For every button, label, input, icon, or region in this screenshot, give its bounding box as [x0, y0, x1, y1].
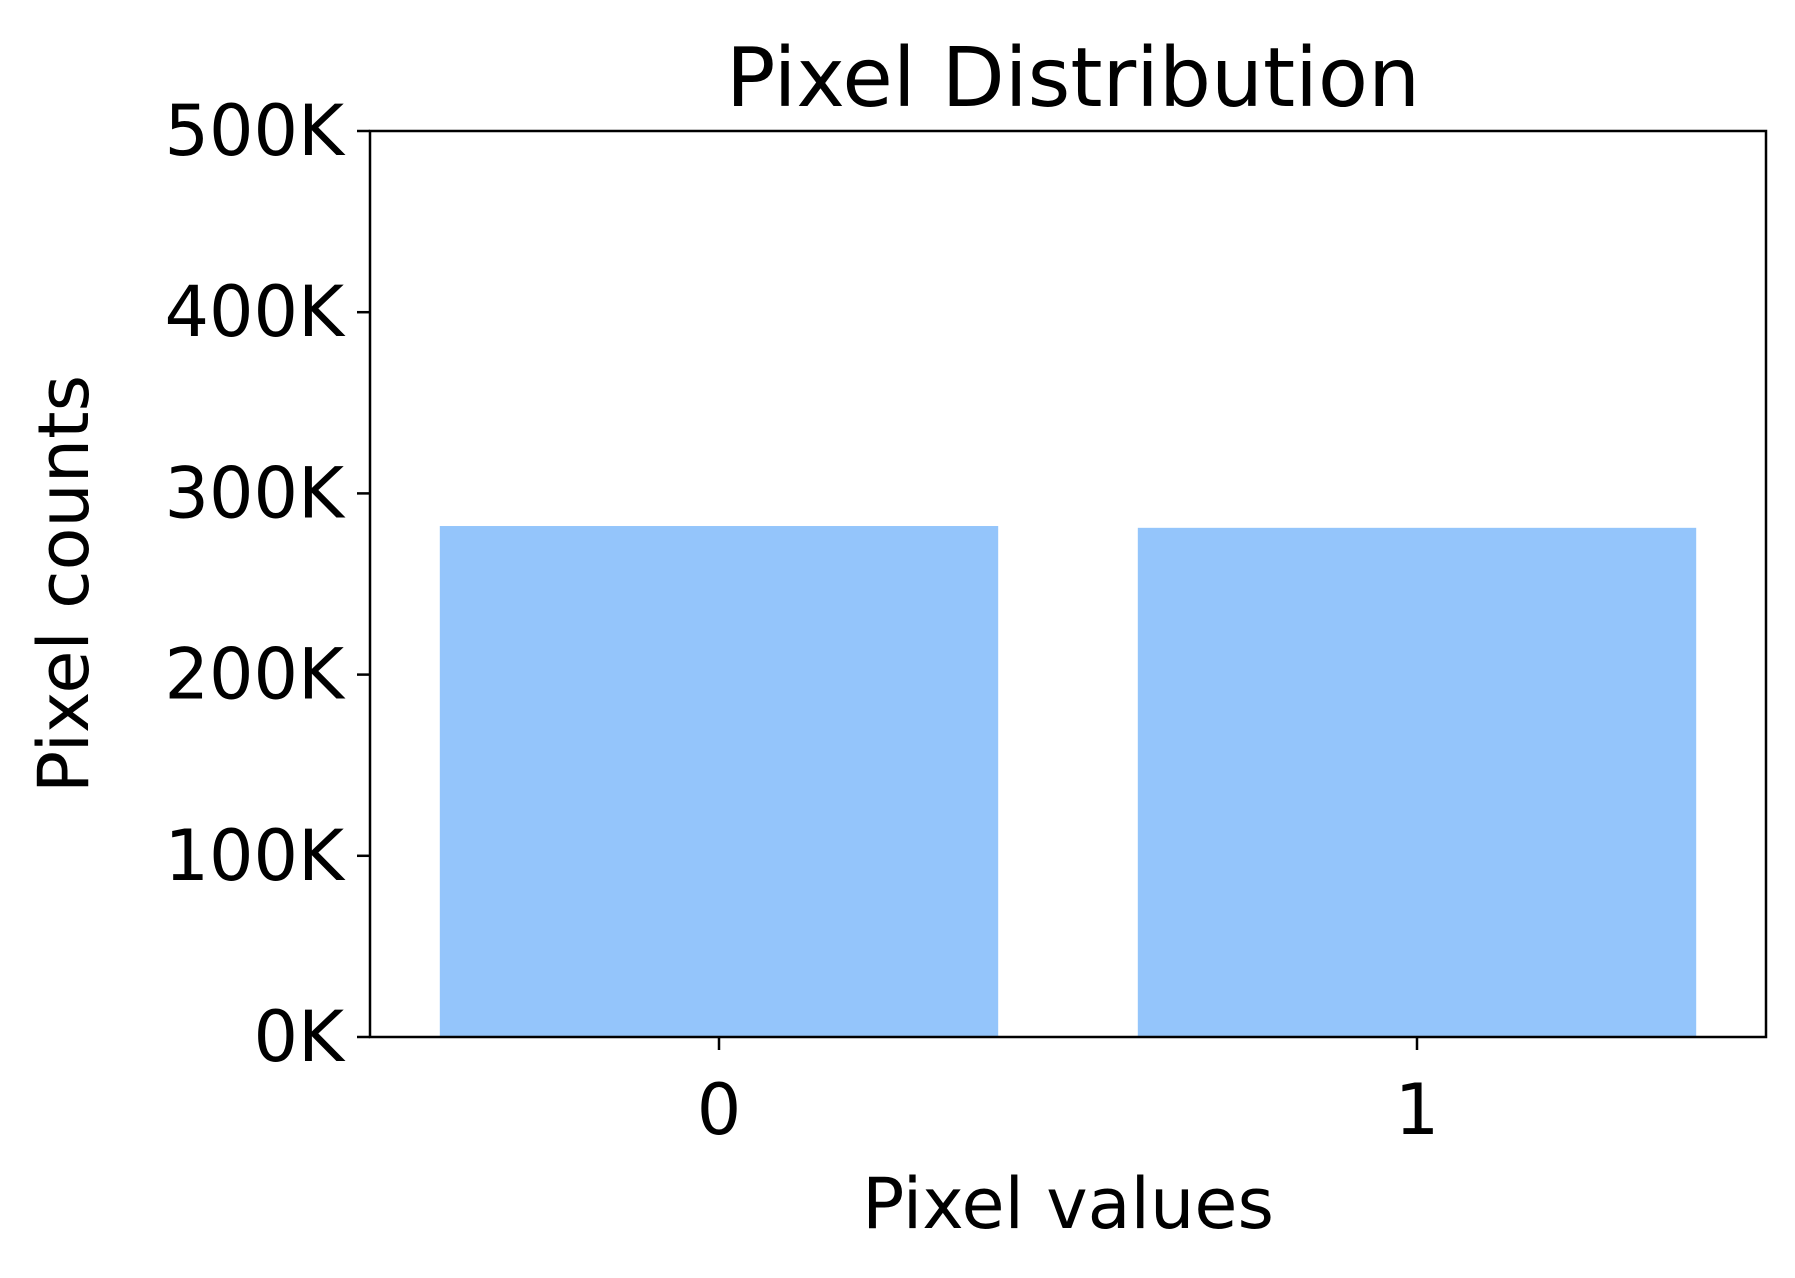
y-axis-label: Pixel counts: [23, 375, 105, 793]
y-tick-label: 300K: [164, 452, 346, 534]
chart-title: Pixel Distribution: [726, 31, 1420, 126]
bars-layer: [439, 526, 1697, 1037]
y-tick-label: 400K: [164, 271, 346, 353]
y-tick-label: 100K: [164, 815, 346, 897]
bar-0: [439, 526, 999, 1037]
y-axis: 0K 100K 200K 300K 400K 500K: [164, 90, 370, 1078]
y-tick-label: 200K: [164, 634, 346, 716]
y-tick-label: 500K: [164, 90, 346, 172]
y-tick-label: 0K: [254, 996, 347, 1078]
x-axis-label: Pixel values: [862, 1163, 1274, 1245]
x-tick-label: 0: [697, 1069, 742, 1151]
x-tick-label: 1: [1395, 1069, 1440, 1151]
plot-frame: [368, 129, 1768, 1039]
bar-1: [1137, 527, 1697, 1037]
